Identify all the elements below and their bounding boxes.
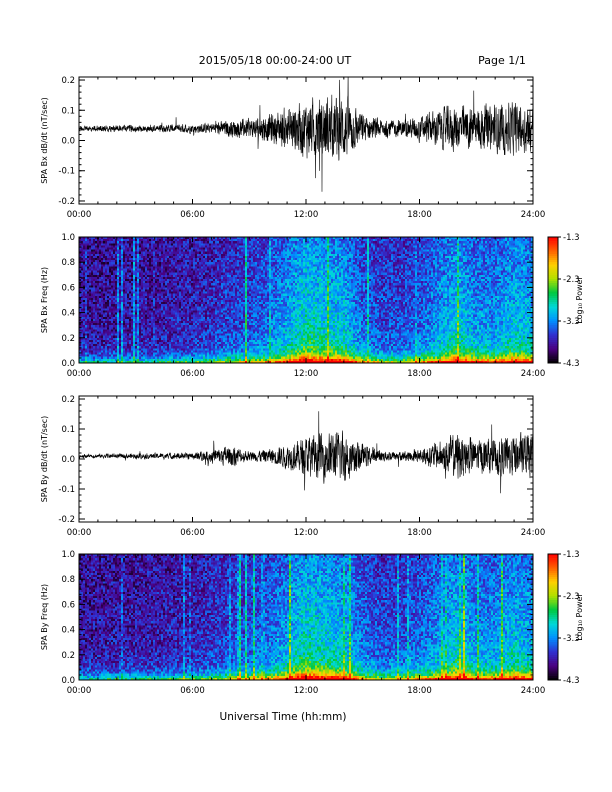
- x-tick-label: 18:00: [407, 686, 432, 696]
- x-tick-label: 12:00: [294, 528, 319, 538]
- colorbar-tick-label: -1.3: [563, 550, 580, 560]
- x-tick-label: 00:00: [67, 369, 92, 379]
- y-tick-label: -0.2: [58, 515, 75, 525]
- y-tick-label: 0.0: [61, 455, 75, 465]
- y-tick-label: 0.1: [61, 425, 75, 435]
- x-tick-label: 00:00: [67, 686, 92, 696]
- y-tick-label: 0.1: [61, 106, 75, 116]
- panel-3: 00:00 06:00 12:00 18:00 24:00 0.2 0.1 0.0 -0.1 -0…: [40, 395, 545, 538]
- y-tick-label: 0.0: [61, 676, 75, 686]
- y-tick-label: 0.0: [61, 137, 75, 147]
- y-tick-label: 0.2: [61, 651, 75, 661]
- y-tick-label: 1.0: [61, 233, 75, 243]
- spectrogram: [79, 554, 533, 680]
- page-indicator: Page 1/1: [478, 54, 526, 67]
- x-tick-label: 24:00: [521, 686, 546, 696]
- y-tick-label: 0.4: [61, 626, 75, 636]
- y-tick-label: -0.2: [58, 197, 75, 207]
- x-tick-label: 00:00: [67, 210, 92, 220]
- figure-title: 2015/05/18 00:00-24:00 UT: [199, 54, 352, 67]
- y-axis-label: SPA By Freq (Hz): [40, 584, 49, 650]
- x-tick-label: 12:00: [294, 369, 319, 379]
- y-tick-label: -0.1: [58, 167, 75, 177]
- x-tick-label: 24:00: [521, 369, 546, 379]
- x-tick-label: 00:00: [67, 528, 92, 538]
- x-tick-label: 12:00: [294, 210, 319, 220]
- plot-frame: [79, 77, 533, 204]
- y-tick-label: 0.6: [61, 600, 75, 610]
- x-tick-label: 18:00: [407, 210, 432, 220]
- series-line: [79, 71, 533, 191]
- y-tick-label: 0.8: [61, 575, 75, 585]
- y-tick-label: 0.8: [61, 258, 75, 268]
- panel-1: 00:00 06:00 12:00 18:00 24:00 0.2 0.1 0.0 -0.1 -0…: [40, 71, 545, 220]
- x-tick-label: 06:00: [180, 686, 205, 696]
- x-tick-label: 06:00: [180, 210, 205, 220]
- x-tick-label: 18:00: [407, 528, 432, 538]
- y-tick-label: 1.0: [61, 550, 75, 560]
- y-tick-label: 0.2: [61, 334, 75, 344]
- x-tick-label: 24:00: [521, 528, 546, 538]
- x-tick-label: 18:00: [407, 369, 432, 379]
- y-axis-label: SPA Bx dB/dt (nT/sec): [40, 97, 49, 184]
- y-tick-label: 0.6: [61, 283, 75, 293]
- x-tick-label: 06:00: [180, 369, 205, 379]
- spectrogram: [79, 237, 533, 363]
- figure: 2015/05/18 00:00-24:00 UT Page 1/1 00:00…: [0, 0, 612, 792]
- y-axis-label: SPA By dB/dt (nT/sec): [40, 416, 49, 503]
- colorbar-label: Log₁₀ Power: [575, 593, 584, 641]
- x-tick-label: 12:00: [294, 686, 319, 696]
- y-tick-label: 0.0: [61, 359, 75, 369]
- series-line: [79, 411, 533, 493]
- y-tick-label: 0.2: [61, 76, 75, 86]
- x-tick-label: 24:00: [521, 210, 546, 220]
- colorbar-tick-label: -4.3: [563, 359, 580, 369]
- colorbar-label: Log₁₀ Power: [575, 276, 584, 324]
- colorbar-tick-label: -4.3: [563, 676, 580, 686]
- panels: 00:00 06:00 12:00 18:00 24:00 0.2 0.1 0.0 -0.1 -0…: [40, 71, 584, 696]
- y-tick-label: 0.4: [61, 309, 75, 319]
- colorbar-tick-label: -1.3: [563, 233, 580, 243]
- y-tick-label: 0.2: [61, 395, 75, 405]
- x-tick-label: 06:00: [180, 528, 205, 538]
- y-tick-label: -0.1: [58, 485, 75, 495]
- y-axis-label: SPA Bx Freq (Hz): [40, 267, 49, 333]
- x-axis-title: Universal Time (hh:mm): [220, 711, 347, 723]
